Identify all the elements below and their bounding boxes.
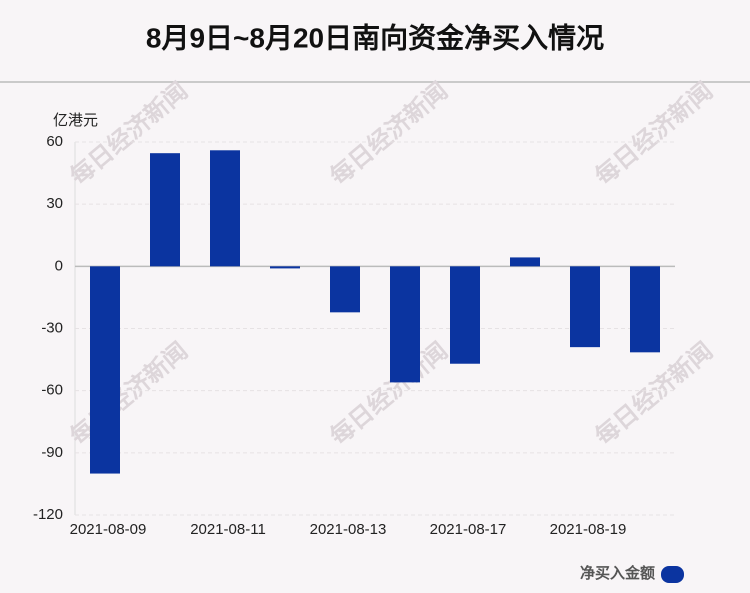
legend-label: 净买入金额 <box>580 564 655 582</box>
x-tick-label: 2021-08-17 <box>430 521 507 538</box>
legend-swatch <box>661 566 684 583</box>
y-tick-label: -30 <box>41 319 63 336</box>
bar <box>210 150 240 267</box>
bar <box>510 257 540 267</box>
bar <box>630 266 660 353</box>
bar <box>330 266 360 313</box>
y-tick-label: 60 <box>46 133 63 150</box>
y-axis-unit: 亿港元 <box>53 112 98 129</box>
bar <box>450 266 480 364</box>
bar <box>150 153 180 267</box>
watermark: 每日经济新闻 <box>590 337 718 451</box>
watermark: 每日经济新闻 <box>325 77 453 191</box>
y-tick-label: 0 <box>55 257 63 274</box>
x-tick-label: 2021-08-19 <box>550 521 627 538</box>
x-tick-label: 2021-08-11 <box>190 521 266 538</box>
y-tick-label: -60 <box>41 382 63 399</box>
bar <box>90 266 120 474</box>
x-tick-label: 2021-08-13 <box>310 521 387 538</box>
bar <box>270 266 300 269</box>
watermark: 每日经济新闻 <box>590 77 718 191</box>
y-tick-label: -90 <box>41 444 63 461</box>
bar <box>390 266 420 383</box>
watermark: 每日经济新闻 <box>65 337 193 451</box>
chart-title: 8月9日~8月20日南向资金净买入情况 <box>146 21 604 53</box>
x-tick-label: 2021-08-09 <box>70 521 147 538</box>
bar <box>570 266 600 348</box>
y-tick-label: -120 <box>33 506 63 523</box>
y-tick-label: 30 <box>46 195 63 212</box>
watermark: 每日经济新闻 <box>325 337 453 451</box>
